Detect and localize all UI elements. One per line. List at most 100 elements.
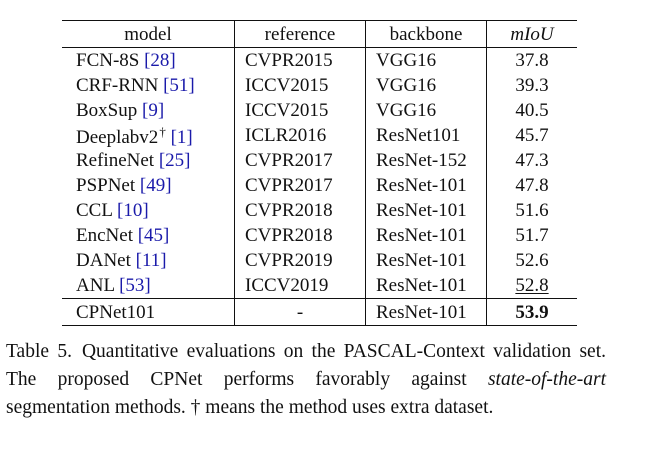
model-name: RefineNet — [76, 150, 155, 171]
miou-value: 52.8 — [515, 275, 549, 296]
header-backbone: backbone — [365, 20, 487, 48]
header-reference: reference — [234, 20, 366, 48]
miou-value: 52.6 — [515, 250, 549, 271]
cell-miou: 51.7 — [487, 223, 578, 248]
cell-reference: CVPR2018 — [234, 223, 366, 248]
table-caption: Table 5. Quantitative evaluations on the … — [6, 338, 606, 422]
cell-miou: 40.5 — [487, 98, 578, 123]
model-name: BoxSup — [76, 100, 138, 121]
cell-backbone: VGG16 — [365, 73, 487, 98]
cell-backbone: ResNet-152 — [365, 148, 487, 173]
model-name: CCL — [76, 200, 113, 221]
model-name: PSPNet — [76, 175, 136, 196]
cell-miou: 39.3 — [487, 73, 578, 98]
cell-reference: CVPR2017 — [234, 148, 366, 173]
cell-reference: - — [234, 298, 366, 326]
cell-model: DANet [11] — [62, 248, 235, 273]
miou-value: 51.7 — [515, 225, 549, 246]
citation-link[interactable]: [28] — [144, 50, 176, 71]
table-row: DANet [11] CVPR2019 ResNet-101 52.6 — [62, 248, 577, 273]
miou-value: 47.8 — [515, 175, 549, 196]
cell-miou: 47.8 — [487, 173, 578, 198]
miou-value: 53.9 — [515, 301, 549, 323]
caption-italic: state-of-the-art — [487, 369, 606, 390]
cell-reference: CVPR2019 — [234, 248, 366, 273]
table-row: PSPNet [49] CVPR2017 ResNet-101 47.8 — [62, 173, 577, 198]
miou-value: 47.3 — [515, 150, 549, 171]
cell-miou: 37.8 — [487, 48, 578, 74]
table-row: CPNet101 - ResNet-101 53.9 — [62, 298, 577, 326]
cell-model: BoxSup [9] — [62, 98, 235, 123]
cell-miou: 47.3 — [487, 148, 578, 173]
cell-miou: 53.9 — [486, 298, 577, 326]
cell-model: EncNet [45] — [62, 223, 235, 248]
cell-backbone: ResNet-101 — [365, 298, 487, 326]
table-row: RefineNet [25] CVPR2017 ResNet-152 47.3 — [62, 148, 577, 173]
table-body: FCN-8S [28] CVPR2015 VGG16 37.8 CRF-RNN [51]… — [62, 47, 578, 326]
cell-backbone: ResNet-101 — [365, 273, 487, 299]
model-name: FCN-8S — [76, 50, 140, 71]
cell-miou: 51.6 — [487, 198, 578, 223]
miou-value: 37.8 — [515, 50, 549, 71]
cell-reference: ICCV2015 — [234, 73, 366, 98]
miou-value: 39.3 — [515, 75, 549, 96]
miou-value: 51.6 — [515, 200, 549, 221]
model-name: ANL — [76, 275, 115, 296]
citation-link[interactable]: [25] — [158, 150, 191, 171]
cell-model: CRF-RNN [51] — [62, 73, 235, 98]
caption-label: Table 5. — [6, 341, 72, 362]
table-row: FCN-8S [28] CVPR2015 VGG16 37.8 — [62, 47, 578, 74]
model-name: Deeplabv2 — [76, 126, 159, 148]
cell-reference: CVPR2017 — [234, 173, 366, 198]
table-row: Deeplabv2† [1] ICLR2016 ResNet101 45.7 — [62, 123, 577, 148]
cell-backbone: ResNet101 — [365, 123, 487, 148]
cell-backbone: ResNet-101 — [365, 198, 487, 223]
citation-link[interactable]: [10] — [117, 200, 149, 221]
citation-link[interactable]: [45] — [137, 225, 170, 246]
cell-backbone: ResNet-101 — [365, 173, 487, 198]
cell-backbone: ResNet-101 — [365, 248, 487, 273]
caption-text-2: segmentation methods. † means the method… — [6, 397, 494, 418]
model-name: CPNet101 — [76, 301, 156, 323]
table-row: EncNet [45] CVPR2018 ResNet-101 51.7 — [62, 223, 577, 248]
table-row: CRF-RNN [51] ICCV2015 VGG16 39.3 — [62, 73, 577, 98]
cell-model: RefineNet [25] — [62, 148, 235, 173]
table-row: CCL [10] CVPR2018 ResNet-101 51.6 — [62, 198, 577, 223]
cell-model: CPNet101 — [62, 298, 235, 326]
citation-link[interactable]: [9] — [142, 100, 165, 121]
cell-reference: ICCV2015 — [234, 98, 366, 123]
citation-link[interactable]: [53] — [119, 275, 151, 296]
citation-link[interactable]: [51] — [163, 75, 195, 96]
cell-reference: CVPR2015 — [234, 47, 366, 73]
results-table: model reference backbone mIoU FCN-8S [28… — [62, 20, 577, 326]
miou-value: 40.5 — [515, 100, 549, 121]
cell-miou: 52.8 — [487, 273, 578, 299]
header-row: model reference backbone mIoU — [62, 20, 577, 48]
cell-backbone: VGG16 — [365, 98, 487, 123]
cell-reference: ICCV2019 — [234, 273, 366, 299]
cell-miou: 52.6 — [487, 248, 578, 273]
cell-model: ANL [53] — [62, 273, 235, 299]
citation-link[interactable]: [1] — [170, 126, 193, 148]
header-model: model — [62, 20, 235, 48]
dagger-mark: † — [159, 123, 166, 139]
citation-link[interactable]: [11] — [135, 250, 167, 271]
header-miou: mIoU — [486, 20, 577, 48]
model-name: DANet — [76, 250, 131, 271]
citation-link[interactable]: [49] — [139, 175, 172, 196]
cell-model: CCL [10] — [62, 198, 235, 223]
table-row: BoxSup [9] ICCV2015 VGG16 40.5 — [62, 98, 577, 123]
cell-model: Deeplabv2† [1] — [62, 123, 235, 148]
cell-reference: ICLR2016 — [234, 123, 366, 148]
table-header: model reference backbone mIoU — [62, 20, 577, 48]
cell-model: PSPNet [49] — [62, 173, 235, 198]
cell-model: FCN-8S [28] — [62, 47, 235, 73]
cell-reference: CVPR2018 — [234, 198, 366, 223]
model-name: CRF-RNN — [76, 75, 159, 96]
cell-backbone: VGG16 — [365, 47, 487, 73]
table-row: ANL [53] ICCV2019 ResNet-101 52.8 — [62, 273, 577, 299]
model-name: EncNet — [76, 225, 133, 246]
miou-value: 45.7 — [515, 125, 549, 146]
cell-miou: 45.7 — [487, 123, 578, 148]
cell-backbone: ResNet-101 — [365, 223, 487, 248]
